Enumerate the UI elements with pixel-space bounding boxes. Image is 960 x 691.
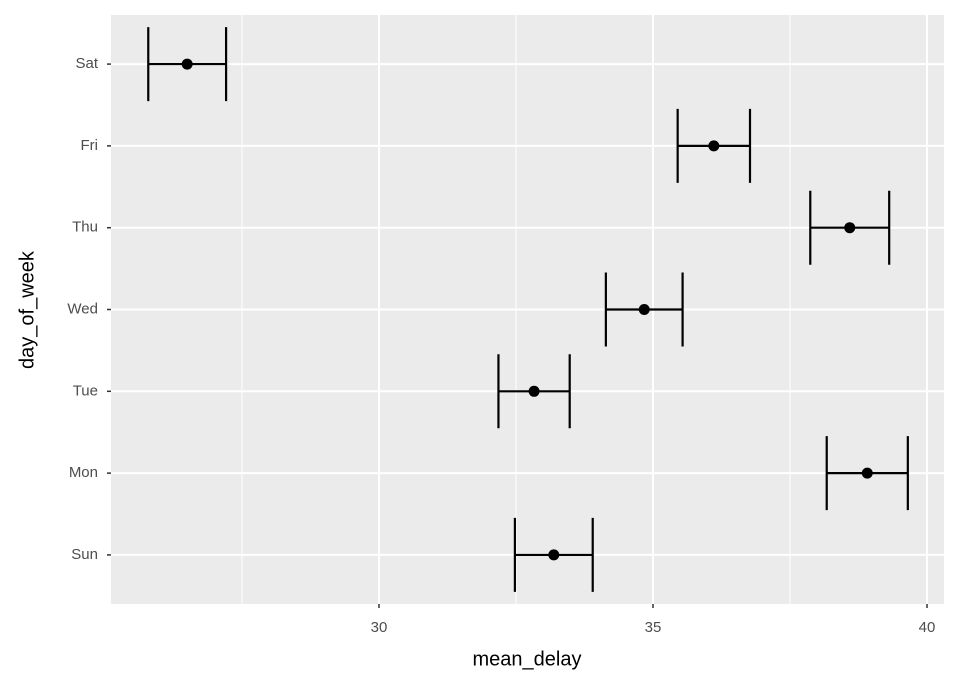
point [548,549,560,561]
y-axis-title: day_of_week [16,250,38,369]
x-tick-label: 35 [645,619,662,636]
point [638,304,650,315]
point [181,58,193,70]
y-tick-label: Fri [81,137,99,154]
y-tick-label: Sat [75,55,98,72]
y-tick-label: Sun [71,546,98,563]
point [844,222,856,234]
point [861,467,873,479]
x-tick-label: 30 [371,619,388,636]
y-tick-label: Wed [67,300,98,317]
y-tick-label: Thu [72,219,98,236]
y-tick-label: Mon [69,464,98,481]
point [708,140,720,152]
point [528,385,540,397]
x-axis-title: mean_delay [473,648,582,670]
y-tick-label: Tue [73,382,98,399]
x-tick-label: 40 [919,619,936,636]
